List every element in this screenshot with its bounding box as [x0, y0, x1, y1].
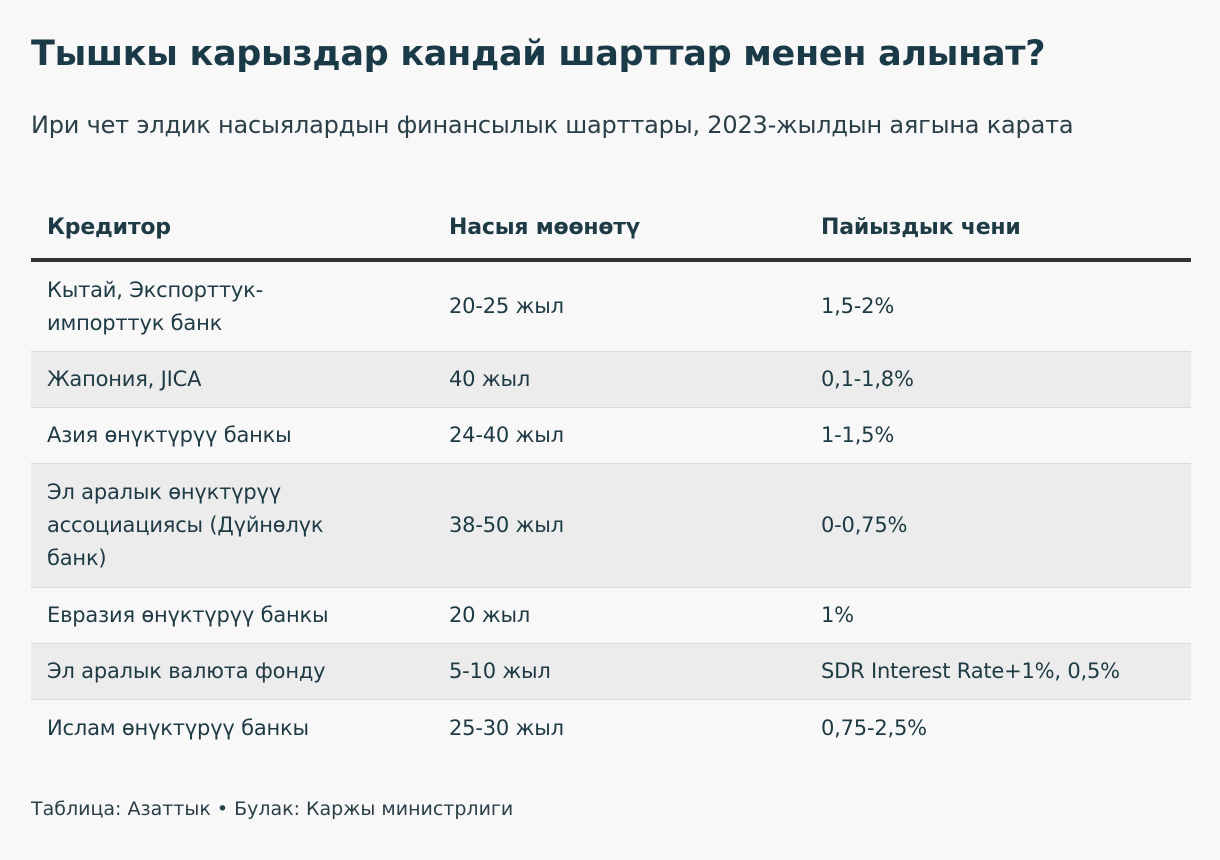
cell-rate: 0-0,75% [821, 513, 908, 537]
header-rate: Пайыздык чени [821, 214, 1021, 240]
footer-credits: Таблица: Азаттык • Булак: Каржы министрлиг… [31, 798, 513, 820]
header-term: Насыя мөөнөтү [449, 214, 640, 240]
cell-rate: 1,5-2% [821, 294, 895, 318]
table-header: Кредитор Насыя мөөнөтү Пайыздык чени [31, 196, 1191, 262]
cell-creditor: Евразия өнүктүрүү банкы [47, 603, 329, 627]
cell-rate: 1-1,5% [821, 423, 895, 447]
cell-rate: 0,1-1,8% [821, 367, 914, 391]
table-row: Эл аралык өнүктүрүү ассоциациясы (Дүйнөл… [31, 464, 1191, 588]
cell-creditor: Эл аралык өнүктүрүү ассоциациясы (Дүйнөл… [47, 480, 324, 570]
cell-term: 20 жыл [449, 603, 531, 627]
cell-rate: 1% [821, 603, 854, 627]
cell-term: 24-40 жыл [449, 423, 564, 447]
cell-term: 38-50 жыл [449, 513, 564, 537]
cell-rate: 0,75-2,5% [821, 715, 927, 740]
separator: • [216, 798, 229, 820]
cell-term: 5-10 жыл [449, 659, 551, 683]
table-row: Ислам өнүктүрүү банкы 25-30 жыл 0,75-2,5… [31, 700, 1191, 756]
cell-term: 25-30 жыл [449, 715, 564, 740]
table-row: Азия өнүктүрүү банкы 24-40 жыл 1-1,5% [31, 408, 1191, 464]
cell-creditor: Эл аралык валюта фонду [47, 659, 326, 683]
cell-creditor: Жапония, JICA [47, 367, 202, 391]
cell-term: 40 жыл [449, 367, 531, 391]
header-creditor: Кредитор [47, 214, 171, 240]
table-row: Жапония, JICA 40 жыл 0,1-1,8% [31, 352, 1191, 408]
cell-term: 20-25 жыл [449, 294, 564, 318]
credit-terms-table: Кредитор Насыя мөөнөтү Пайыздык чени Кыт… [31, 196, 1191, 756]
cell-rate: SDR Interest Rate+1%, 0,5% [821, 659, 1120, 683]
page-subtitle: Ири чет элдик насыялардын финансылык шар… [31, 111, 1074, 139]
table-row: Евразия өнүктүрүү банкы 20 жыл 1% [31, 588, 1191, 644]
source-credit: Булак: Каржы министрлиги [234, 798, 514, 820]
page-title: Тышкы карыздар кандай шарттар менен алын… [31, 34, 1046, 74]
cell-creditor: Кытай, Экспорттук-импорттук банк [47, 277, 263, 335]
table-row: Кытай, Экспорттук-импорттук банк 20-25 ж… [31, 262, 1191, 352]
cell-creditor: Азия өнүктүрүү банкы [47, 423, 292, 447]
table-credit: Таблица: Азаттык [31, 798, 211, 820]
cell-creditor: Ислам өнүктүрүү банкы [47, 715, 309, 740]
table-row: Эл аралык валюта фонду 5-10 жыл SDR Inte… [31, 644, 1191, 700]
